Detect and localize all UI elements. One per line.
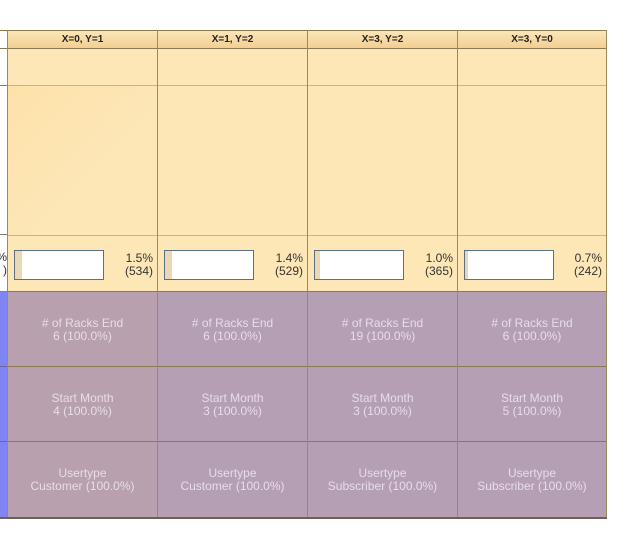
attribute-cell-racks[interactable]: # of Racks End 6 (100.0%): [158, 292, 307, 367]
size-bar-fill: [465, 251, 469, 279]
column-top-band: [158, 49, 307, 86]
attribute-value: 3 (100.0%): [203, 404, 262, 418]
column-header[interactable]: X=3, Y=0: [458, 30, 606, 49]
attribute-value: Customer (100.0%): [30, 479, 135, 493]
left-percent-fragment: %: [0, 251, 7, 264]
attribute-value: 6 (100.0%): [53, 329, 112, 343]
left-header-cell: [0, 30, 7, 49]
attribute-cell-start-month[interactable]: Start Month 3 (100.0%): [308, 367, 457, 442]
cluster-column[interactable]: X=3, Y=2 1.0% (365) # of Racks End 19 (1…: [307, 30, 457, 519]
column-header[interactable]: X=3, Y=2: [308, 30, 457, 49]
size-percent: 1.4%: [275, 251, 303, 265]
size-count: (242): [573, 264, 602, 278]
attribute-label: Start Month: [500, 391, 564, 405]
attribute-label: # of Racks End: [41, 316, 124, 330]
size-bar-row: 1.5% (534): [8, 235, 157, 292]
attribute-cell-start-month[interactable]: Start Month 5 (100.0%): [458, 367, 606, 442]
attribute-label: Usertype: [507, 466, 557, 480]
attribute-value: 4 (100.0%): [53, 404, 112, 418]
attribute-label: # of Racks End: [341, 316, 424, 330]
cluster-grid: X=0, Y=1 1.5% (534) # of Racks End 6 (10…: [7, 30, 607, 519]
attribute-cell-usertype[interactable]: Usertype Customer (100.0%): [158, 442, 307, 519]
size-readout: 1.0% (365): [425, 252, 453, 278]
left-count-fragment: ): [3, 263, 7, 277]
attribute-cell-racks[interactable]: # of Racks End 6 (100.0%): [458, 292, 606, 367]
attribute-value: 6 (100.0%): [502, 329, 562, 343]
attribute-value: 6 (100.0%): [203, 329, 262, 343]
attribute-value: Subscriber (100.0%): [327, 479, 438, 493]
size-bar-row: 1.0% (365): [308, 235, 457, 292]
size-count: (534): [124, 264, 153, 278]
attribute-label: Usertype: [358, 466, 407, 480]
left-attribute-cell: [0, 292, 7, 367]
column-top-band: [458, 49, 606, 86]
attribute-cell-usertype[interactable]: Usertype Customer (100.0%): [8, 442, 157, 519]
left-band-cell: [0, 49, 7, 86]
attribute-label: Start Month: [351, 391, 414, 405]
size-percent: 1.0%: [425, 251, 453, 265]
attribute-label: Start Month: [201, 391, 264, 405]
size-count: (365): [424, 264, 453, 278]
attribute-value: Subscriber (100.0%): [477, 479, 587, 493]
left-attribute-cell: [0, 367, 7, 442]
size-bar-fill: [315, 251, 320, 279]
cluster-column[interactable]: X=3, Y=0 0.7% (242) # of Racks End 6 (10…: [457, 30, 607, 519]
attribute-label: # of Racks End: [491, 316, 573, 330]
attribute-cell-usertype[interactable]: Usertype Subscriber (100.0%): [308, 442, 457, 519]
column-empty-area: [458, 86, 606, 235]
attribute-label: Usertype: [58, 466, 107, 480]
size-bar: [464, 250, 554, 280]
size-percent: 1.5%: [125, 251, 153, 265]
column-top-band: [308, 49, 457, 86]
attribute-label: Start Month: [51, 391, 114, 405]
left-empty-cell: [0, 86, 7, 235]
size-bar-fill: [165, 251, 172, 279]
grid-bottom-border: [0, 517, 607, 519]
column-top-band: [8, 49, 157, 86]
attribute-cell-racks[interactable]: # of Racks End 6 (100.0%): [8, 292, 157, 367]
size-bar-row: 1.4% (529): [158, 235, 307, 292]
left-bar-cell: % ): [0, 235, 7, 292]
column-empty-area: [308, 86, 457, 235]
attribute-value: 19 (100.0%): [349, 329, 416, 343]
size-bar: [14, 250, 104, 280]
column-empty-area: [8, 86, 157, 235]
cluster-column[interactable]: X=0, Y=1 1.5% (534) # of Racks End 6 (10…: [7, 30, 157, 519]
attribute-value: 3 (100.0%): [353, 404, 412, 418]
cluster-column[interactable]: X=1, Y=2 1.4% (529) # of Racks End 6 (10…: [157, 30, 307, 519]
size-bar-row: 0.7% (242): [458, 235, 606, 292]
size-readout: 0.7% (242): [574, 252, 602, 278]
attribute-label: Usertype: [208, 466, 257, 480]
size-bar-fill: [15, 251, 23, 279]
attribute-cell-usertype[interactable]: Usertype Subscriber (100.0%): [458, 442, 606, 519]
column-header[interactable]: X=0, Y=1: [8, 30, 157, 49]
left-attribute-cell: [0, 442, 7, 519]
size-bar: [314, 250, 404, 280]
size-readout: 1.5% (534): [125, 252, 153, 278]
attribute-cell-start-month[interactable]: Start Month 3 (100.0%): [158, 367, 307, 442]
attribute-cell-racks[interactable]: # of Racks End 19 (100.0%): [308, 292, 457, 367]
size-readout: 1.4% (529): [275, 252, 303, 278]
size-count: (529): [274, 264, 303, 278]
attribute-label: # of Racks End: [191, 316, 274, 330]
attribute-cell-start-month[interactable]: Start Month 4 (100.0%): [8, 367, 157, 442]
attribute-value: Customer (100.0%): [180, 479, 285, 493]
column-header[interactable]: X=1, Y=2: [158, 30, 307, 49]
column-empty-area: [158, 86, 307, 235]
attribute-value: 5 (100.0%): [502, 404, 562, 418]
left-cropped-column: % ): [0, 30, 7, 519]
size-percent: 0.7%: [574, 251, 602, 265]
size-bar: [164, 250, 254, 280]
